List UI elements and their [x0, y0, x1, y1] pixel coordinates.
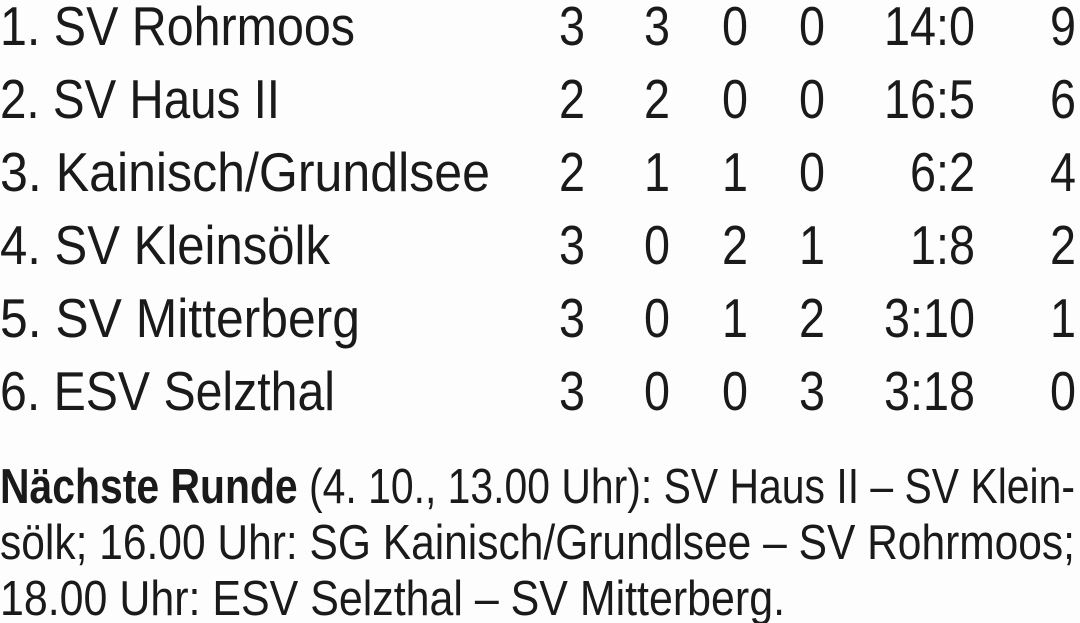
rank: 4. — [0, 214, 55, 276]
table-row: 5. SV Mitterberg 3 0 1 2 3:10 1 — [0, 287, 1076, 349]
won-cell: 3 — [644, 0, 670, 57]
points-cell: 0 — [1050, 360, 1076, 421]
rank: 5. — [0, 287, 55, 349]
lost-cell: 0 — [799, 68, 825, 129]
won-cell: 2 — [644, 68, 670, 129]
played-cell: 2 — [559, 141, 585, 202]
points-cell: 2 — [1050, 214, 1076, 275]
goals-cell: 6:2 — [910, 141, 975, 202]
rank: 6. — [0, 360, 54, 422]
table-row: 4. SV Kleinsölk 3 0 2 1 1:8 2 — [0, 214, 1076, 276]
table-row: 6. ESV Selzthal 3 0 0 3 3:18 0 — [0, 360, 1076, 422]
team: SV Haus II — [53, 68, 280, 130]
drawn-cell: 0 — [722, 0, 748, 57]
team: SV Rohrmoos — [54, 0, 355, 57]
lost-cell: 0 — [799, 141, 825, 202]
played-cell: 2 — [559, 68, 585, 129]
played-cell: 3 — [559, 0, 585, 57]
points-cell: 6 — [1050, 68, 1076, 129]
rank: 1. — [0, 0, 54, 57]
won-cell: 0 — [644, 360, 670, 421]
next-round-paragraph: Nächste Runde (4. 10., 13.00 Uhr): SV Ha… — [0, 460, 1075, 623]
team-name: 4. SV Kleinsölk — [0, 214, 330, 276]
next-round-text: (4. 10., 13.00 Uhr): SV Haus II – SV Kle… — [298, 460, 1075, 514]
team-name: 2. SV Haus II — [0, 68, 280, 130]
drawn-cell: 1 — [722, 287, 748, 348]
points-cell: 4 — [1050, 141, 1076, 202]
played-cell: 3 — [559, 287, 585, 348]
goals-cell: 3:10 — [884, 287, 975, 348]
team: ESV Selzthal — [54, 360, 335, 422]
next-round-line-3: 18.00 Uhr: ESV Selzthal – SV Mitterberg. — [0, 572, 785, 623]
table-row: 2. SV Haus II 2 2 0 0 16:5 6 — [0, 68, 1076, 130]
rank: 3. — [0, 141, 56, 203]
drawn-cell: 0 — [722, 360, 748, 421]
points-cell: 1 — [1050, 287, 1076, 348]
goals-cell: 16:5 — [884, 68, 975, 129]
won-cell: 0 — [644, 214, 670, 275]
played-cell: 3 — [559, 360, 585, 421]
team: SV Mitterberg — [55, 287, 360, 349]
goals-cell: 3:18 — [884, 360, 975, 421]
team: SV Kleinsölk — [55, 214, 331, 276]
team-name: 6. ESV Selzthal — [0, 360, 335, 422]
team-name: 5. SV Mitterberg — [0, 287, 360, 349]
played-cell: 3 — [559, 214, 585, 275]
won-cell: 0 — [644, 287, 670, 348]
team-name: 3. Kainisch/Grundlsee — [0, 141, 490, 203]
team: Kainisch/Grundlsee — [56, 141, 490, 203]
drawn-cell: 1 — [722, 141, 748, 202]
next-round-line-2: sölk; 16.00 Uhr: SG Kainisch/Grundlsee –… — [0, 516, 1075, 570]
next-round-line-1: Nächste Runde (4. 10., 13.00 Uhr): SV Ha… — [0, 460, 1075, 514]
table-row: 3. Kainisch/Grundlsee 2 1 1 0 6:2 4 — [0, 141, 1076, 203]
rank: 2. — [0, 68, 53, 130]
lost-cell: 1 — [799, 214, 825, 275]
lost-cell: 2 — [799, 287, 825, 348]
table-row: 1. SV Rohrmoos 3 3 0 0 14:0 9 — [0, 0, 1076, 57]
drawn-cell: 2 — [722, 214, 748, 275]
points-cell: 9 — [1050, 0, 1076, 57]
goals-cell: 14:0 — [884, 0, 975, 57]
team-name: 1. SV Rohrmoos — [0, 0, 355, 57]
lost-cell: 3 — [799, 360, 825, 421]
next-round-heading: Nächste Runde — [0, 460, 298, 514]
standings-table: 1. SV Rohrmoos 3 3 0 0 14:0 92. SV Haus II 2 2 0 0… — [0, 0, 1076, 422]
drawn-cell: 0 — [722, 68, 748, 129]
goals-cell: 1:8 — [910, 214, 975, 275]
lost-cell: 0 — [799, 0, 825, 57]
won-cell: 1 — [644, 141, 670, 202]
